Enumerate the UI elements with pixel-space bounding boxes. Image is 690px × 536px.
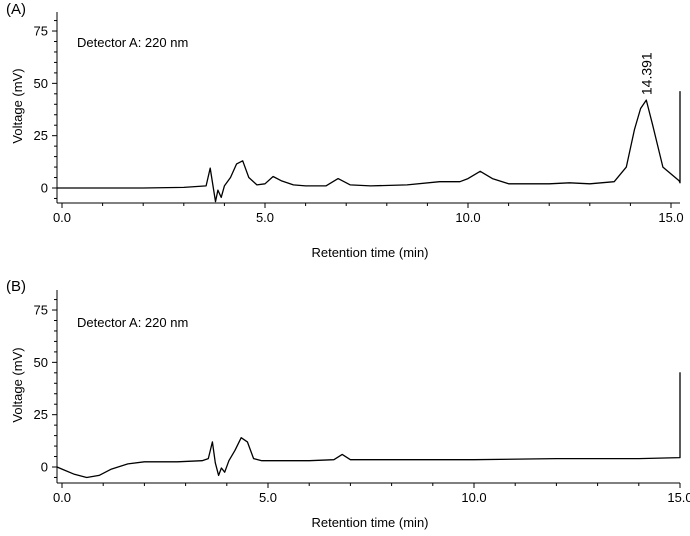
x-tick-label: 5.0 — [256, 210, 274, 225]
x-tick-label: 0.0 — [53, 210, 71, 225]
x-tick-label: 0.0 — [53, 490, 71, 505]
plot-area: 14.39117.28219.09223.527 — [57, 52, 681, 203]
x-axis-label: Retention time (min) — [311, 515, 428, 530]
detector-annotation: Detector A: 220 nm — [77, 35, 188, 50]
chromatogram-trace — [56, 372, 681, 479]
panel-label: (B) — [6, 278, 26, 295]
y-axis-label: Voltage (mV) — [10, 347, 25, 422]
x-axis-label: Retention time (min) — [311, 245, 428, 260]
y-tick-label: 0 — [41, 181, 48, 196]
y-tick-label: 25 — [34, 128, 48, 143]
chromatogram-trace — [57, 91, 681, 203]
y-axis-label: Voltage (mV) — [10, 68, 25, 143]
chromatogram-panel-b: (B) Detector A: 220 nm Retention time (m… — [6, 278, 690, 530]
y-tick-label: 75 — [34, 303, 48, 318]
x-tick-label: 15.0 — [667, 490, 690, 505]
x-tick-label: 5.0 — [259, 490, 277, 505]
x-tick-label: 10.0 — [461, 490, 486, 505]
y-tick-label: 50 — [34, 76, 48, 91]
panel-label: (A) — [6, 1, 26, 18]
x-tick-label: 15.0 — [658, 210, 683, 225]
y-tick-label: 0 — [41, 460, 48, 475]
detector-annotation: Detector A: 220 nm — [77, 315, 188, 330]
chromatogram-panel-a: (A) Detector A: 220 nm Retention time (m… — [6, 1, 684, 260]
x-tick-label: 10.0 — [455, 210, 480, 225]
plot-area: 23.585 — [56, 372, 681, 479]
peak-label: 14.391 — [638, 52, 654, 95]
y-tick-label: 25 — [34, 407, 48, 422]
y-tick-label: 75 — [34, 24, 48, 39]
y-tick-label: 50 — [34, 355, 48, 370]
